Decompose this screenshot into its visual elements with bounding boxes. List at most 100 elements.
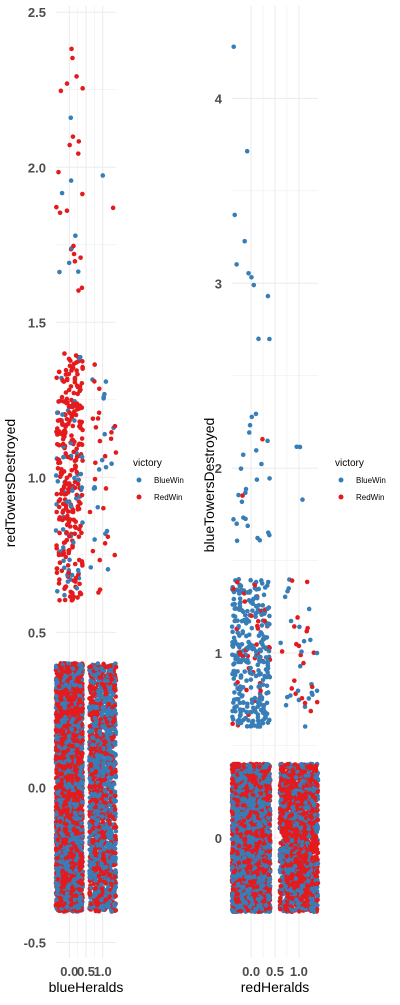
point-redwin: [80, 381, 85, 386]
point-redwin: [73, 531, 78, 536]
point-redwin: [55, 566, 60, 571]
point-redwin: [113, 807, 118, 812]
point-redwin: [64, 422, 69, 427]
point-bluewin: [54, 473, 59, 478]
point-redwin: [66, 455, 71, 460]
point-redwin: [71, 134, 76, 139]
point-redwin: [74, 470, 79, 475]
point-redwin: [71, 450, 76, 455]
point-redwin: [113, 424, 118, 429]
point-redwin: [55, 442, 60, 447]
point-redwin: [58, 210, 63, 215]
point-redwin: [72, 252, 77, 257]
point-redwin: [71, 424, 76, 429]
point-redwin: [101, 506, 106, 511]
point-bluewin: [92, 537, 97, 542]
point-bluewin: [72, 418, 77, 423]
point-redwin: [92, 379, 97, 384]
point-bluewin: [104, 379, 109, 384]
point-redwin: [113, 874, 118, 879]
point-redwin: [80, 443, 85, 448]
point-bluewin: [92, 485, 97, 490]
point-bluewin: [108, 689, 113, 694]
point-redwin: [91, 549, 96, 554]
point-bluewin: [60, 191, 65, 196]
point-redwin: [67, 388, 72, 393]
point-redwin: [54, 205, 59, 210]
point-redwin: [71, 438, 76, 443]
point-redwin: [77, 534, 82, 539]
point-redwin: [112, 553, 117, 558]
panel-1: -0.50.00.51.01.52.02.50.00.51.0blueHeral…: [2, 5, 184, 995]
point-redwin: [67, 410, 72, 415]
point-bluewin: [67, 261, 72, 266]
point-redwin: [62, 540, 67, 545]
point-bluewin: [66, 579, 71, 584]
point-redwin: [106, 534, 111, 539]
point-bluewin: [62, 566, 67, 571]
point-bluewin: [106, 567, 111, 572]
point-redwin: [78, 255, 83, 260]
point-redwin: [76, 139, 81, 144]
point-redwin: [62, 351, 67, 356]
point-bluewin: [55, 589, 60, 594]
point-redwin: [98, 439, 103, 444]
point-bluewin: [88, 565, 93, 570]
point-redwin: [78, 501, 83, 506]
point-redwin: [75, 507, 80, 512]
point-redwin: [109, 430, 114, 435]
point-redwin: [73, 377, 78, 382]
point-redwin: [59, 472, 64, 477]
point-bluewin: [93, 878, 98, 883]
point-redwin: [91, 416, 96, 421]
point-redwin: [80, 366, 85, 371]
point-bluewin: [73, 233, 78, 238]
point-redwin: [67, 372, 72, 377]
point-redwin: [70, 56, 75, 61]
point-bluewin: [100, 458, 105, 463]
point-redwin: [54, 510, 59, 515]
point-bluewin: [61, 455, 66, 460]
point-bluewin: [109, 461, 114, 466]
point-redwin: [87, 712, 92, 717]
point-redwin: [80, 359, 85, 364]
point-bluewin: [80, 520, 85, 525]
point-bluewin: [65, 499, 70, 504]
point-redwin: [93, 460, 98, 465]
point-redwin: [104, 486, 109, 491]
point-redwin: [109, 436, 114, 441]
point-redwin: [67, 534, 72, 539]
point-bluewin: [101, 396, 106, 401]
point-bluewin: [68, 115, 73, 120]
point-redwin: [114, 825, 119, 830]
point-bluewin: [67, 558, 72, 563]
point-redwin: [94, 425, 99, 430]
point-redwin: [61, 442, 66, 447]
point-redwin: [80, 428, 85, 433]
point-redwin: [58, 497, 63, 502]
point-redwin: [59, 89, 64, 94]
point-redwin: [93, 477, 98, 482]
point-redwin: [80, 436, 85, 441]
point-redwin: [69, 433, 74, 438]
point-bluewin: [61, 545, 66, 550]
point-redwin: [78, 387, 83, 392]
point-redwin: [57, 577, 62, 582]
point-redwin: [74, 74, 79, 79]
point-redwin: [61, 433, 66, 438]
point-redwin: [97, 558, 102, 563]
point-redwin: [69, 47, 74, 52]
point-redwin: [71, 244, 76, 249]
point-redwin: [96, 416, 101, 421]
point-redwin: [75, 454, 80, 459]
point-bluewin: [113, 868, 118, 873]
point-bluewin: [102, 432, 107, 437]
point-redwin: [67, 143, 72, 148]
point-redwin: [111, 206, 116, 211]
point-redwin: [65, 81, 70, 86]
point-redwin: [56, 170, 61, 175]
point-redwin: [80, 86, 85, 91]
point-redwin: [65, 417, 70, 422]
point-bluewin: [72, 476, 77, 481]
